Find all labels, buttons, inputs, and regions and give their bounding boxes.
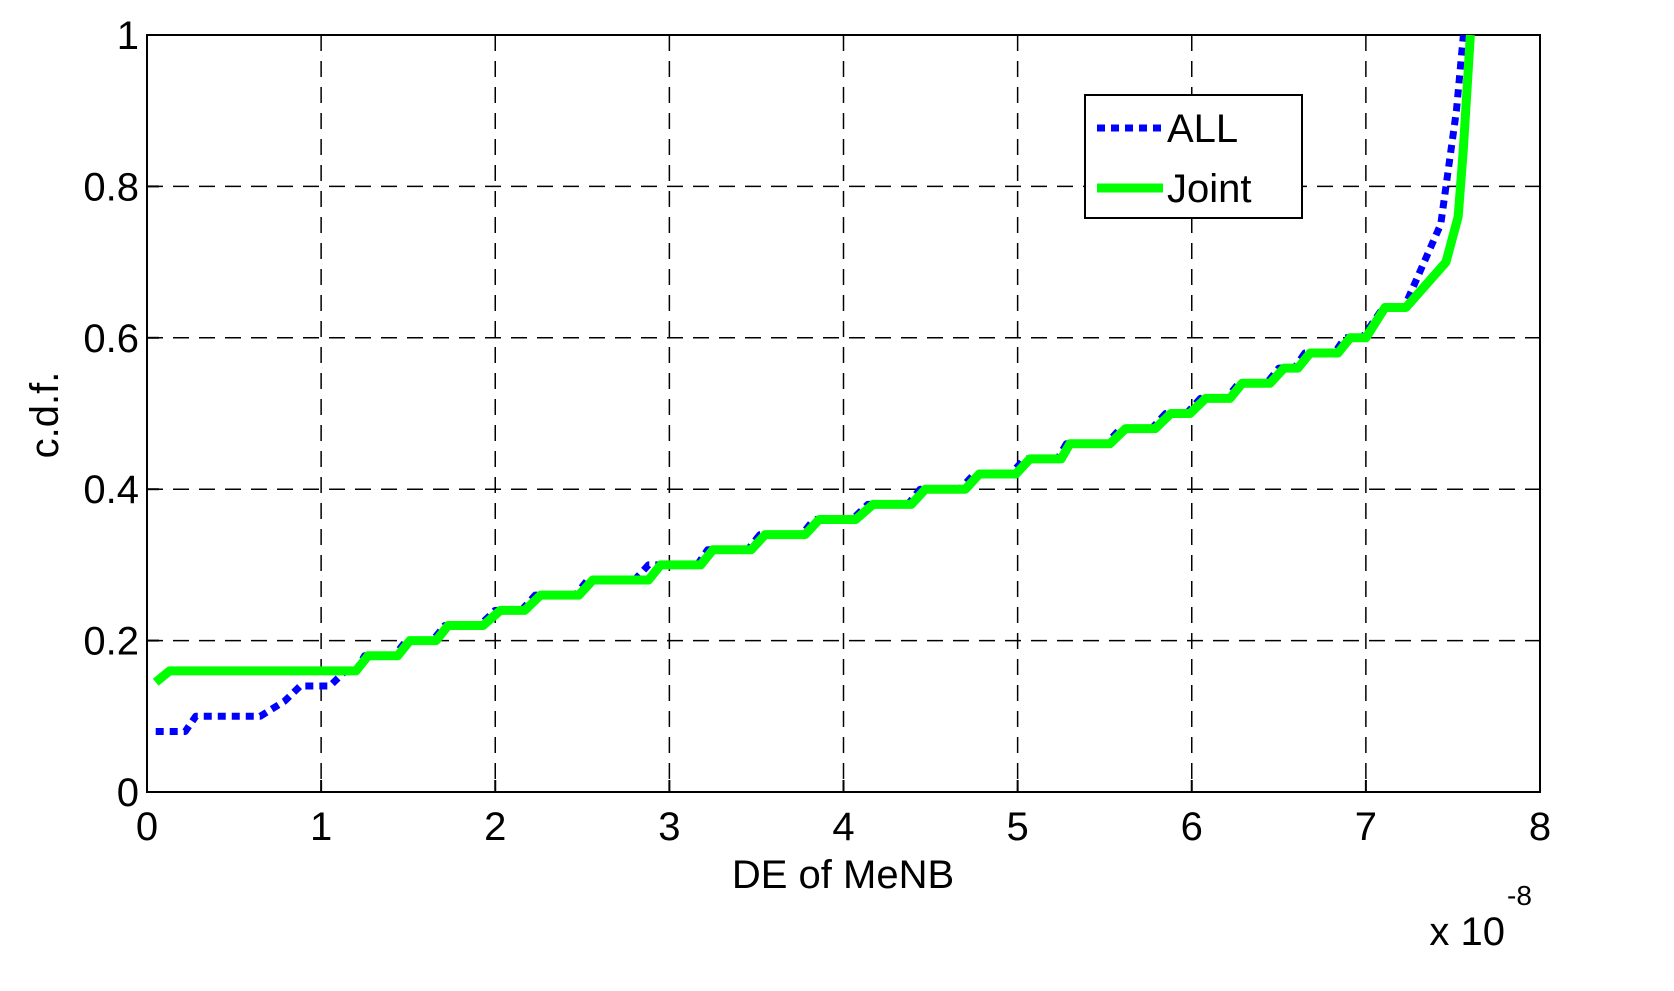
data-line [152, 34, 1475, 686]
legend-box [1084, 94, 1303, 219]
legend-label: ALL [1167, 107, 1238, 151]
plot-frame [146, 34, 1541, 793]
x-tick-label: 8 [1529, 805, 1551, 849]
x-multiplier: x 10 [1429, 910, 1505, 954]
x-tick-label: 3 [658, 805, 680, 849]
x-tick-label: 6 [1181, 805, 1203, 849]
x-tick-label: 0 [136, 805, 158, 849]
x-tick-label: 7 [1355, 805, 1377, 849]
y-tick-label: 0.2 [83, 620, 139, 664]
y-tick-label: 1 [117, 14, 139, 58]
x-tick-label: 4 [832, 805, 854, 849]
y-tick-label: 0.6 [83, 317, 139, 361]
y-axis-label: c.d.f. [23, 372, 67, 459]
x-tick-label: 1 [310, 805, 332, 849]
legend-label: Joint [1167, 167, 1252, 211]
x-multiplier-exponent: -8 [1507, 880, 1532, 911]
y-tick-label: 0.8 [83, 165, 139, 209]
y-tick-label: 0.4 [83, 468, 139, 512]
x-axis-label: DE of MeNB [732, 853, 954, 897]
x-tick-label: 5 [1007, 805, 1029, 849]
x-tick-label: 2 [484, 805, 506, 849]
y-tick-label: 0 [117, 771, 139, 815]
